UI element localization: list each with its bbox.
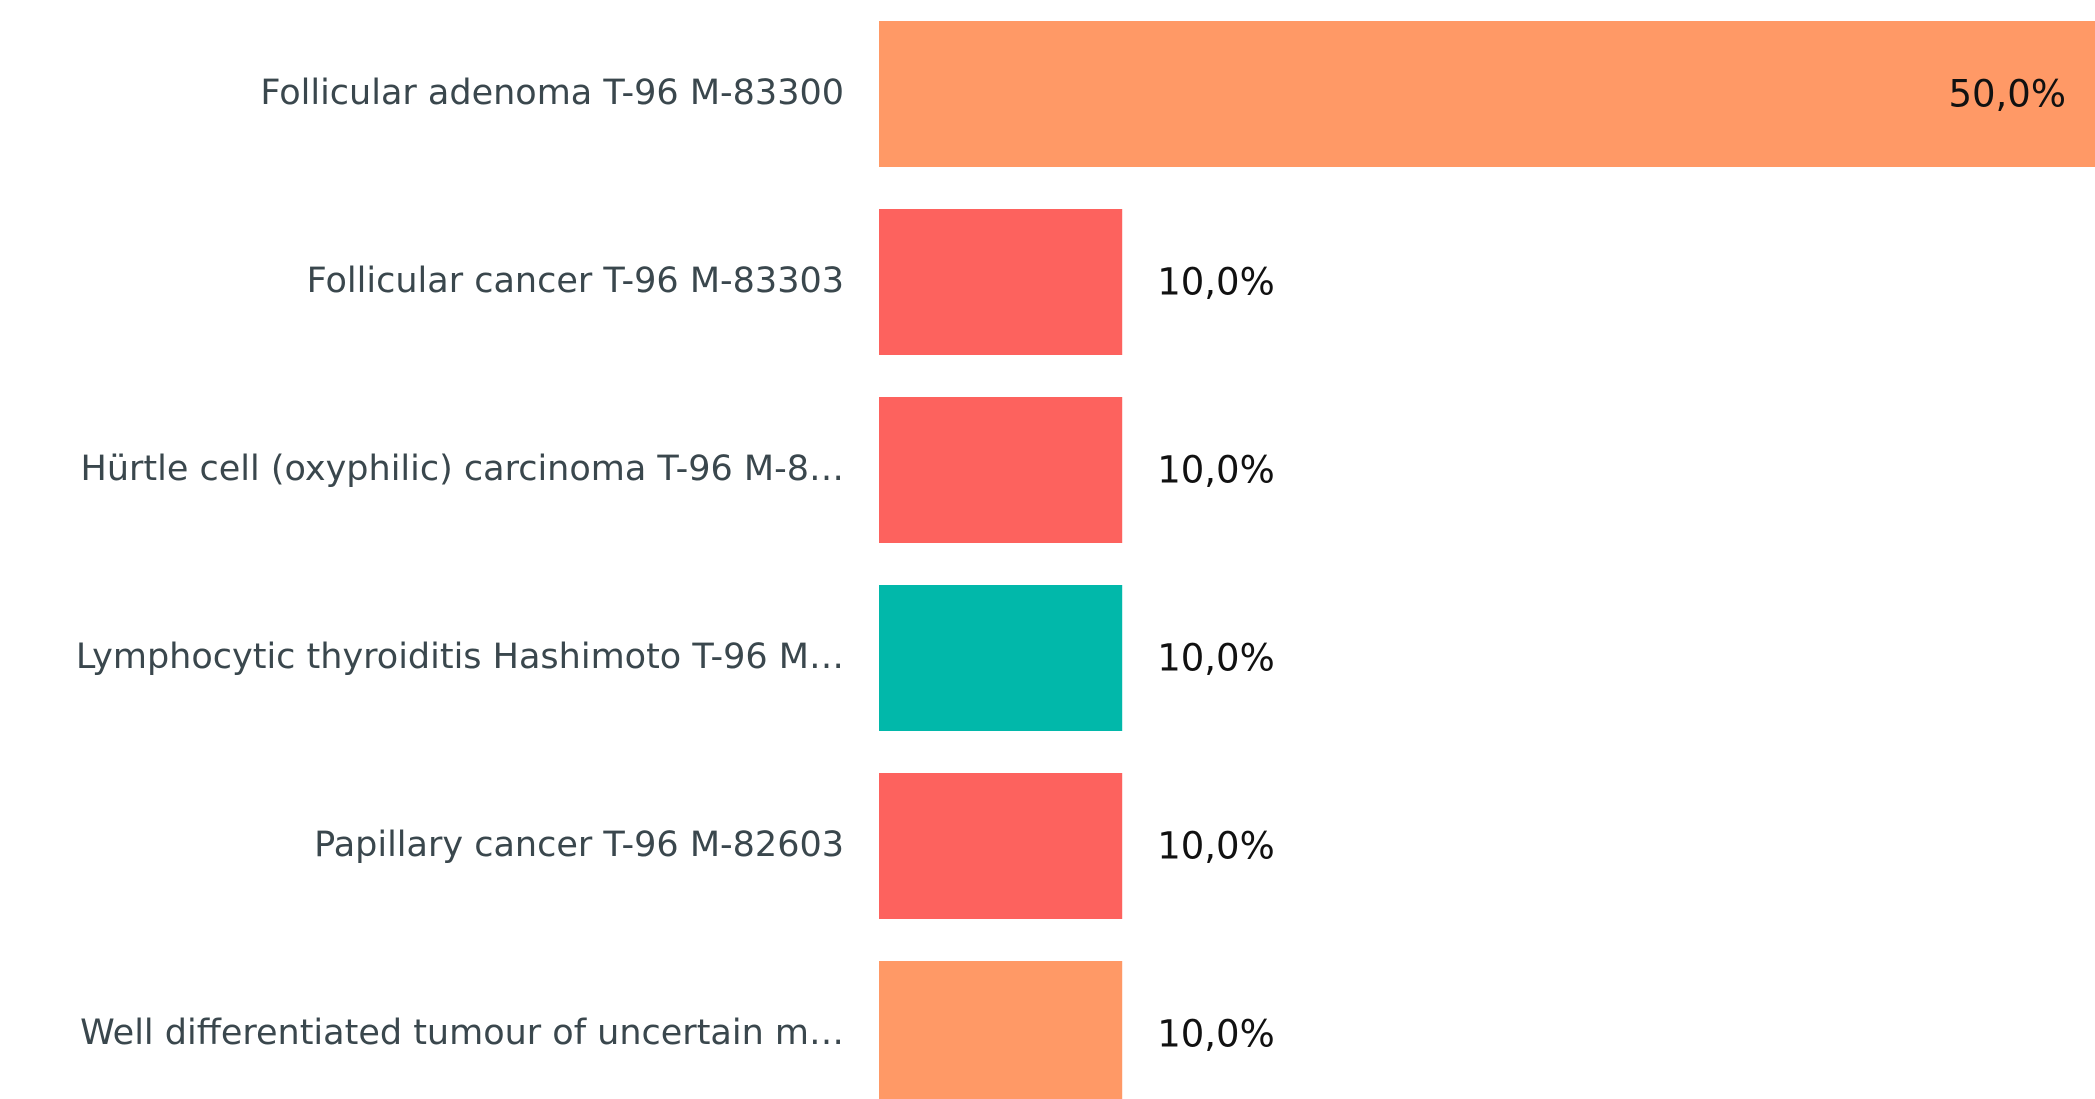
- category-label: Lymphocytic thyroiditis Hashimoto T-96 M…: [76, 637, 844, 677]
- bar: [879, 773, 1123, 919]
- bar: [879, 961, 1123, 1099]
- value-label: 10,0%: [1157, 637, 1275, 680]
- value-label: 10,0%: [1157, 825, 1275, 868]
- category-label: Follicular cancer T-96 M-83303: [307, 261, 844, 301]
- category-label: Follicular adenoma T-96 M-83300: [260, 73, 844, 113]
- bar: [879, 209, 1123, 355]
- value-label: 10,0%: [1157, 261, 1275, 304]
- value-label: 50,0%: [1948, 73, 2066, 116]
- value-label: 10,0%: [1157, 1013, 1275, 1056]
- value-label: 10,0%: [1157, 449, 1275, 492]
- bar: [879, 21, 2095, 167]
- category-label: Well differentiated tumour of uncertain …: [80, 1013, 844, 1053]
- bar: [879, 397, 1123, 543]
- category-label: Papillary cancer T-96 M-82603: [314, 825, 844, 865]
- bar: [879, 585, 1123, 731]
- category-label: Hürtle cell (oxyphilic) carcinoma T-96 M…: [81, 449, 844, 489]
